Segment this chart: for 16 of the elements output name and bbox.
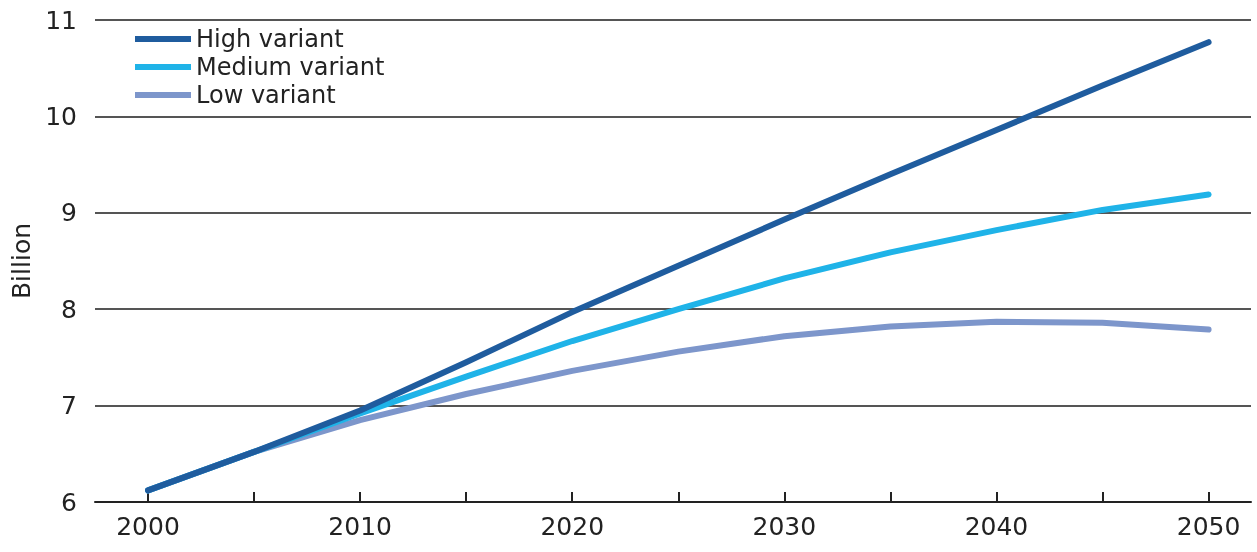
y-tick-label: 9 [61,198,77,228]
y-tick-label: 8 [61,294,77,324]
y-tick-label: 11 [45,5,77,35]
x-tick-label: 2040 [964,512,1029,541]
x-tick-label: 2020 [540,512,605,541]
x-tick-label: 2050 [1176,512,1241,541]
x-tick-label: 2010 [328,512,392,541]
legend-label: High variant [196,25,344,53]
x-tick-label: 2030 [752,512,817,541]
legend-label: Low variant [196,81,336,109]
y-tick-label: 6 [61,487,77,517]
y-tick-label: 7 [61,391,77,421]
y-tick-label: 10 [45,101,77,131]
x-tick-label: 2000 [116,512,180,541]
y-axis-title: Billion [7,222,37,300]
legend-label: Medium variant [196,53,385,81]
